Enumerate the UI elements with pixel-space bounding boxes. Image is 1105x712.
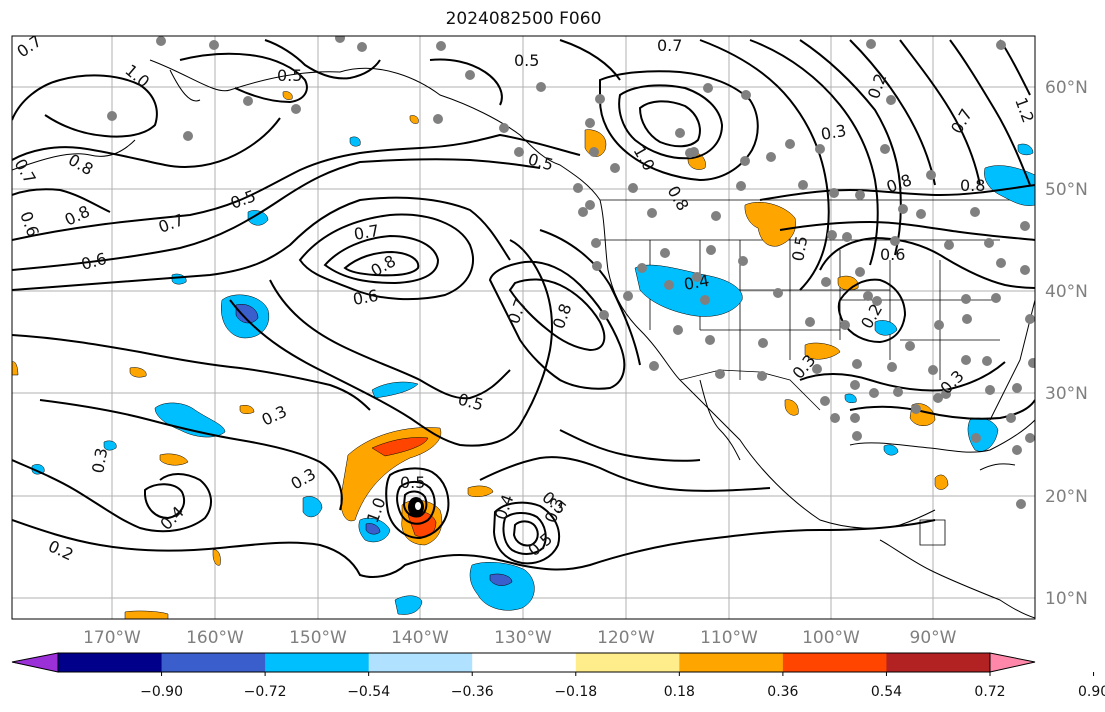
contour-label: 0.5	[228, 186, 258, 213]
contour-label: 0.3	[819, 121, 847, 144]
contour-label: 0.3	[259, 402, 290, 430]
lon-label: 160°W	[186, 628, 244, 648]
colorbar-tick-label: 0.18	[664, 684, 695, 700]
contour-label: 0.7	[504, 296, 531, 326]
lon-label: 150°W	[289, 628, 347, 648]
lon-label: 120°W	[597, 628, 655, 648]
colorbar-tick-label: −0.36	[451, 684, 494, 700]
longitude-labels: 170°W 160°W 150°W 140°W 130°W 120°W 110°…	[83, 628, 957, 648]
contour-label: 0.2	[864, 71, 891, 101]
contour-label: 0.5	[400, 473, 425, 492]
contour-label: 0.2	[45, 536, 76, 564]
lon-label: 100°W	[802, 628, 860, 648]
lat-label-20n: 20°N	[1045, 487, 1088, 507]
map-title: 2024082500 F060	[445, 9, 602, 29]
contour-lines	[12, 39, 1035, 578]
colorbar-swatch	[58, 653, 163, 672]
contour-label: 0.8	[549, 301, 576, 331]
colorbar-tick-label: −0.18	[554, 684, 597, 700]
colorbar-swatch	[368, 653, 473, 672]
lat-label-60n: 60°N	[1045, 78, 1088, 98]
contour-label: 0.6	[880, 245, 905, 264]
contour-label: 0.4	[491, 492, 518, 522]
colorbar-tick-label: −0.90	[140, 684, 183, 700]
colorbar-swatch	[575, 653, 680, 672]
contour-label: 0.7	[11, 156, 40, 188]
colorbar-swatch	[265, 653, 370, 672]
station-dots	[107, 36, 1035, 509]
latitude-labels: 60°N 50°N 40°N 30°N 20°N 10°N	[1045, 78, 1088, 609]
colorbar-tick-label: 0.54	[871, 684, 902, 700]
contour-label: 0.5	[514, 51, 539, 70]
lat-label-50n: 50°N	[1045, 180, 1088, 200]
lon-label: 90°W	[910, 628, 957, 648]
colorbar-swatch	[886, 653, 991, 672]
contour-label: 0.8	[368, 251, 400, 280]
lon-label: 140°W	[391, 628, 449, 648]
lat-label-40n: 40°N	[1045, 282, 1088, 302]
contour-label: 0.5	[277, 66, 302, 85]
colorbar-tick-label: 0.72	[974, 684, 1005, 700]
colorbar-swatch	[12, 653, 58, 672]
contour-label: 0.8	[664, 183, 693, 215]
contour-label: 0.6	[79, 249, 109, 274]
lon-label: 170°W	[83, 628, 141, 648]
colorbar-frame	[57, 652, 991, 673]
colorbar-swatch	[990, 653, 1035, 672]
colorbar-tick-label: −0.54	[347, 684, 390, 700]
contour-label: 1.2	[1011, 95, 1038, 125]
contour-label: 0.3	[288, 464, 320, 493]
contour-label: 0.4	[682, 271, 710, 294]
contour-label: 0.7	[657, 36, 682, 55]
contour-label: 0.3	[88, 446, 111, 474]
contour-label: 0.7	[352, 221, 380, 244]
colorbar-swatch	[161, 653, 266, 672]
colorbar: −0.90 −0.72 −0.54 −0.36 −0.18 0.18 0.36 0.54 0.7…	[11, 652, 1105, 700]
colorbar-swatch	[472, 653, 577, 672]
contour-label: 0.6	[351, 286, 379, 309]
contour-label: 0.8	[960, 176, 985, 195]
lon-label: 130°W	[494, 628, 552, 648]
lat-label-10n: 10°N	[1045, 589, 1088, 609]
contour-label: 0.7	[156, 210, 186, 237]
contour-label: 0.5	[526, 150, 556, 175]
map-frame	[11, 35, 1036, 620]
colorbar-swatch	[679, 653, 784, 672]
lon-label: 110°W	[700, 628, 758, 648]
contour-label: 0.7	[947, 105, 976, 137]
lat-label-30n: 30°N	[1045, 384, 1088, 404]
cyclone-center	[408, 497, 424, 517]
negative-anomaly-shading	[31, 136, 1035, 615]
colorbar-swatch	[782, 653, 887, 672]
colorbar-tick-label: −0.72	[244, 684, 287, 700]
contour-label: 0.5	[788, 234, 811, 262]
colorbar-tick-label: 0.36	[767, 684, 798, 700]
colorbar-tick-label: 0.90	[1078, 684, 1105, 700]
